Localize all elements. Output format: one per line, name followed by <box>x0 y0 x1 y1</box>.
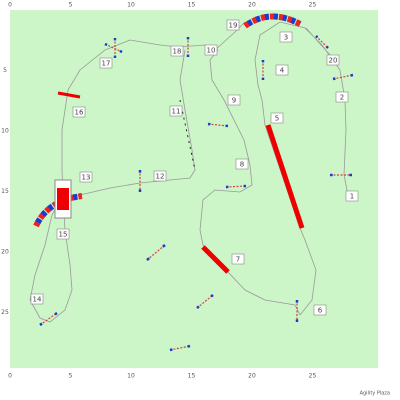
number-box <box>335 91 349 103</box>
jump <box>169 344 191 352</box>
number-box <box>30 293 44 305</box>
axis-label: 25 <box>1 309 9 316</box>
jump-bar <box>315 35 329 49</box>
number-box <box>99 57 113 69</box>
jump-wing <box>315 35 319 39</box>
number-box <box>345 190 359 202</box>
jump-bar <box>104 43 123 53</box>
number-box <box>204 44 218 56</box>
axis-label: 0 <box>8 2 12 9</box>
jump <box>225 184 247 189</box>
jump-wing <box>146 257 150 261</box>
obstacle-number: 14 <box>33 296 42 304</box>
obstacle-number: 7 <box>236 256 240 264</box>
axis-label: 15 <box>1 188 9 195</box>
number-box <box>79 171 93 183</box>
number-box <box>227 94 241 106</box>
jump <box>196 294 214 309</box>
number-box <box>226 19 240 31</box>
axis-label: 10 <box>127 2 135 9</box>
axis-label: 0 <box>8 373 12 380</box>
jump <box>207 122 229 128</box>
number-box <box>279 31 293 43</box>
obstacle-number: 5 <box>275 115 279 123</box>
jump-wing <box>196 305 200 309</box>
jump-wing <box>104 42 108 47</box>
number-box <box>275 64 289 76</box>
axis-label: 5 <box>3 67 7 74</box>
jump <box>104 42 123 54</box>
jump-wing <box>162 244 166 248</box>
obstacle-number: 10 <box>207 47 216 55</box>
seesaw <box>201 245 230 274</box>
jump-wing <box>54 311 58 316</box>
axis-label: 5 <box>69 373 73 380</box>
bar-jump <box>57 91 81 99</box>
obstacle-number: 2 <box>340 94 344 102</box>
number-box <box>170 45 184 57</box>
dogwalk <box>265 124 305 229</box>
axis-label: 15 <box>188 373 196 380</box>
obstacle-number: 19 <box>229 22 238 30</box>
jump-wing <box>119 49 123 54</box>
tunnel <box>243 13 302 29</box>
tunnel <box>33 193 83 228</box>
obstacle-number: 1 <box>350 193 354 201</box>
footer: Agility Plaza <box>360 391 390 397</box>
obstacle-number: 20 <box>329 57 338 65</box>
axis-label: 25 <box>309 2 317 9</box>
number-box <box>235 158 249 170</box>
number-box <box>169 105 183 117</box>
axis-label: 20 <box>1 249 9 256</box>
obstacle-number: 4 <box>280 67 285 75</box>
axis-label: 5 <box>69 2 73 9</box>
number-box <box>270 112 284 124</box>
axis-label: 25 <box>309 373 317 380</box>
obstacle-number: 12 <box>156 173 165 181</box>
jump <box>39 311 58 327</box>
number-box <box>72 106 86 118</box>
number-box <box>231 253 245 265</box>
jump-bar <box>146 244 166 261</box>
jump <box>332 73 354 81</box>
obstacle-number: 9 <box>232 97 236 105</box>
axis-label: 15 <box>188 2 196 9</box>
jumps <box>39 35 354 352</box>
number-box <box>56 228 70 240</box>
obstacle-number: 11 <box>172 108 181 116</box>
axis-label: 10 <box>1 128 9 135</box>
number-box <box>326 54 340 66</box>
number-box <box>313 304 327 316</box>
jump <box>315 35 329 49</box>
obstacle-number: 16 <box>75 109 84 117</box>
obstacle-number: 18 <box>173 48 182 56</box>
jump-wing <box>39 322 43 327</box>
axis-label: 20 <box>248 2 256 9</box>
jump-wing <box>325 45 329 49</box>
obstacle-number: 6 <box>318 307 323 315</box>
obstacle-number: 17 <box>102 60 111 68</box>
tire <box>57 188 69 210</box>
obstacle-number: 15 <box>59 231 68 239</box>
axis-label: 10 <box>127 373 135 380</box>
jump <box>146 244 166 261</box>
number-box <box>153 170 167 182</box>
dog-path <box>29 21 349 323</box>
axis-label: 20 <box>248 373 256 380</box>
jump-wing <box>210 294 214 298</box>
obstacle-number: 3 <box>284 34 288 42</box>
obstacle-number: 13 <box>82 174 91 182</box>
obstacle-number: 8 <box>240 161 244 169</box>
